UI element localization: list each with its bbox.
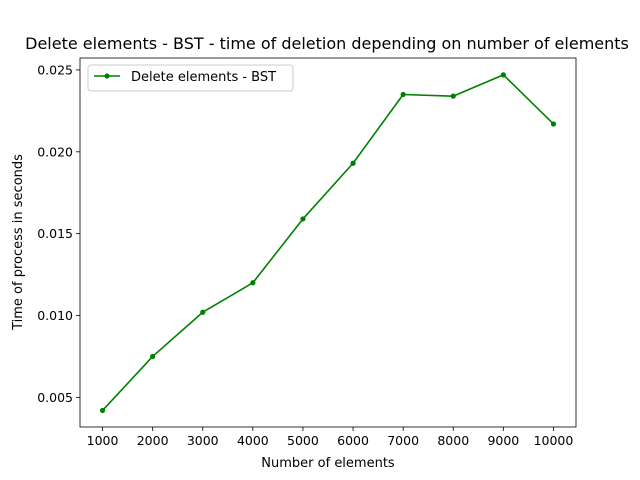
y-tick-label: 0.025 bbox=[37, 62, 73, 77]
y-tick-label: 0.015 bbox=[37, 226, 73, 241]
data-point bbox=[500, 72, 506, 78]
x-tick-label: 5000 bbox=[287, 433, 319, 448]
legend-label: Delete elements - BST bbox=[131, 70, 276, 85]
data-point bbox=[99, 407, 106, 414]
data-point bbox=[200, 309, 206, 315]
legend-box bbox=[87, 64, 294, 92]
series-line bbox=[101, 74, 555, 412]
x-tick-label: 4000 bbox=[237, 433, 269, 448]
x-tick-label: 9000 bbox=[487, 433, 519, 448]
y-tick-label: 0.005 bbox=[37, 390, 73, 405]
data-point bbox=[350, 160, 356, 166]
y-tick-label: 0.010 bbox=[37, 308, 73, 323]
x-tick-label: 10000 bbox=[534, 433, 574, 448]
x-tick-label: 1000 bbox=[87, 433, 119, 448]
x-tick-label: 7000 bbox=[387, 433, 419, 448]
data-point bbox=[450, 93, 456, 99]
plot-area: 1000 2000 3000 4000 5000 6000 7000 8000 9000 1000… bbox=[37, 57, 577, 448]
x-tick-label: 6000 bbox=[337, 433, 369, 448]
chart-title: Delete elements - BST - time of deletion… bbox=[25, 34, 629, 53]
y-tick-label: 0.020 bbox=[37, 144, 73, 159]
plot-frame bbox=[79, 57, 577, 428]
x-tick-label: 3000 bbox=[187, 433, 219, 448]
y-axis-label: Time of process in seconds bbox=[11, 154, 26, 331]
legend: Delete elements - BST bbox=[87, 64, 294, 92]
data-point bbox=[400, 91, 406, 98]
data-point bbox=[300, 216, 306, 222]
legend-marker bbox=[104, 73, 110, 79]
data-point bbox=[250, 280, 256, 286]
x-tick-label: 8000 bbox=[437, 433, 469, 448]
data-point bbox=[150, 353, 156, 360]
x-tick-label: 2000 bbox=[137, 433, 169, 448]
data-point bbox=[550, 121, 557, 127]
x-axis-label: Number of elements bbox=[261, 456, 395, 471]
